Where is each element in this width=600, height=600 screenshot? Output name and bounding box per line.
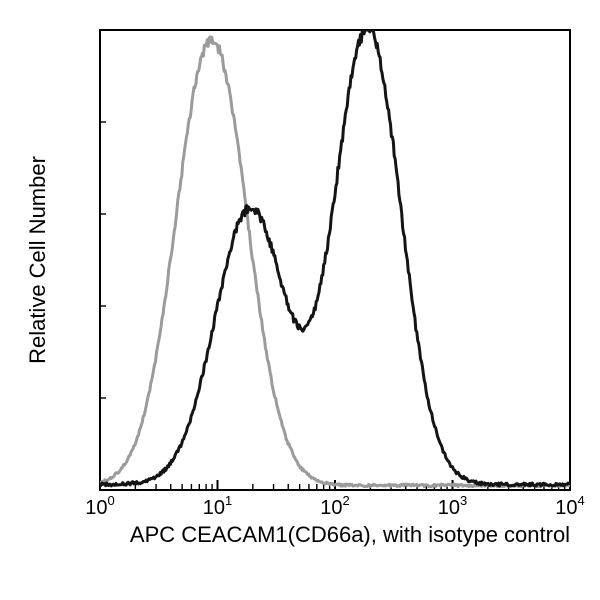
y-axis-label: Relative Cell Number bbox=[25, 156, 50, 364]
chart-svg: 100101102103104Relative Cell NumberAPC C… bbox=[0, 0, 600, 600]
flow-cytometry-chart: 100101102103104Relative Cell NumberAPC C… bbox=[0, 0, 600, 600]
x-axis-label: APC CEACAM1(CD66a), with isotype control bbox=[130, 522, 570, 547]
